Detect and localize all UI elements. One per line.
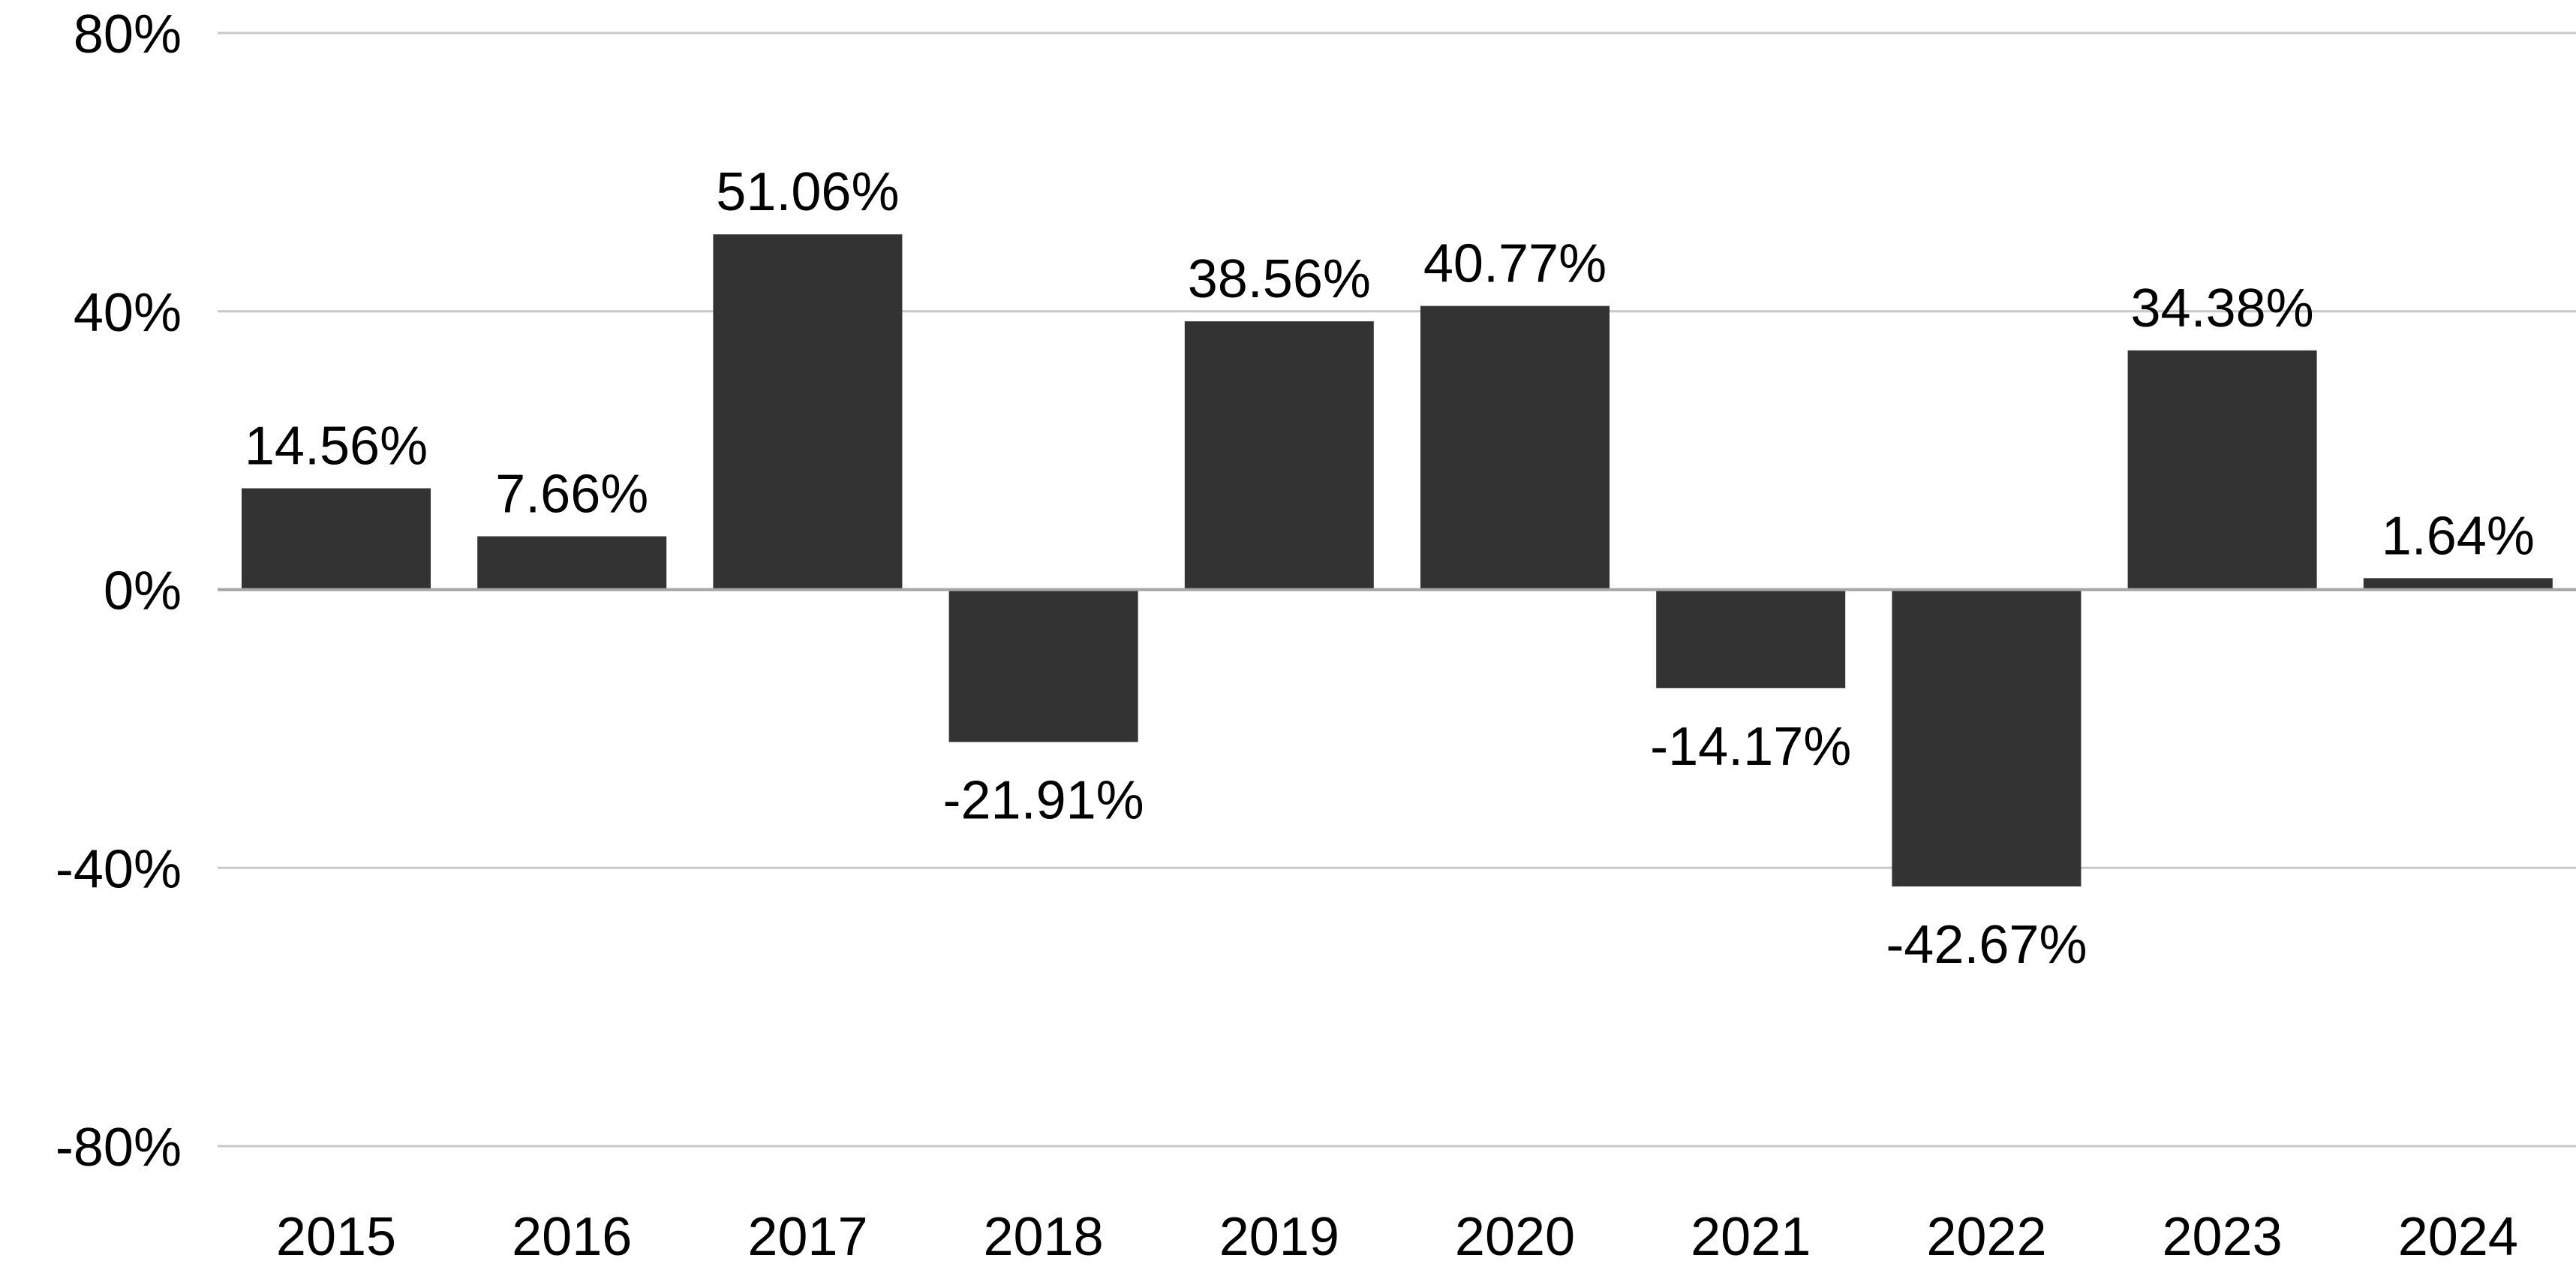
x-tick-label: 2017 [747,1207,867,1267]
data-label: 51.06% [716,162,899,222]
bar [1184,321,1374,590]
x-tick-label: 2018 [984,1207,1104,1267]
bar [1656,589,1846,688]
bar [1892,589,2082,886]
bar [242,488,431,590]
bar [948,589,1138,742]
bar [477,536,667,590]
x-tick-label: 2024 [2398,1207,2518,1267]
x-tick-label: 2015 [276,1207,396,1267]
x-axis-tick-labels: 2015 2016 2017 2018 2019 2020 2021 2022 2023 2024 [276,1207,2518,1267]
x-tick-label: 2019 [1219,1207,1339,1267]
data-label: -14.17% [1650,717,1851,777]
y-tick-label: -80% [56,1118,182,1178]
bar [713,234,903,590]
data-label: 1.64% [2382,506,2535,566]
bar [2127,350,2317,590]
bars [242,234,2553,886]
x-tick-label: 2016 [512,1207,632,1267]
data-label: -21.91% [943,771,1144,831]
x-tick-label: 2021 [1691,1207,1811,1267]
bar [2363,578,2553,590]
y-tick-label: 0% [104,561,182,621]
y-tick-label: 80% [74,5,182,65]
y-axis-tick-labels: 80% 40% 0% -40% -80% [56,5,182,1178]
data-label: 34.38% [2130,278,2313,339]
x-tick-label: 2022 [1926,1207,2046,1267]
data-label: -42.67% [1886,915,2087,975]
x-tick-label: 2020 [1455,1207,1575,1267]
y-tick-label: -40% [56,839,182,899]
data-label: 38.56% [1188,249,1371,309]
data-label: 7.66% [495,465,648,525]
x-tick-label: 2023 [2163,1207,2283,1267]
y-tick-label: 40% [74,283,182,343]
gridlines [218,32,2576,1148]
bar [1420,305,1610,590]
data-label: 40.77% [1423,234,1607,294]
data-label: 14.56% [245,417,428,477]
data-labels: 14.56% 7.66% 51.06% -21.91% 38.56% 40.77% -14.… [245,162,2535,975]
